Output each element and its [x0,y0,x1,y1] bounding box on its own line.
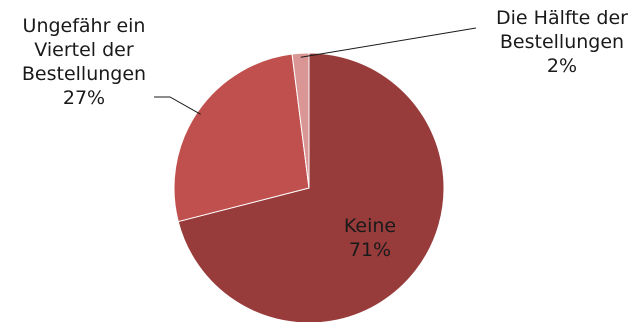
slice-name-line-2-0: Die Hälfte der [496,7,628,29]
slice-value-label-1: 27% [63,87,105,109]
leader-lines [154,27,477,115]
pie-slices [173,52,445,324]
slice-label-2: Die Hälfte der Bestellungen 2% [496,7,628,77]
slice-name-line-2-1: Bestellungen [500,31,624,53]
leader-line-2 [300,27,477,58]
slice-name-line-0-0: Keine [344,215,396,237]
pie-slice-2 [291,52,310,189]
slice-label-0: Keine 71% [344,215,396,261]
slice-value-label-0: 71% [349,239,391,261]
slice-value-label-2: 2% [547,55,577,77]
slice-name-line-1-2: Bestellungen [22,63,146,85]
pie-slice-0 [177,52,445,324]
leader-line-1 [154,96,201,115]
slice-label-1: Ungefähr ein Viertel der Bestellungen 27% [22,15,146,109]
slice-name-line-1-0: Ungefähr ein [23,15,146,37]
slice-name-line-1-1: Viertel der [34,39,134,61]
slice-labels: Keine 71%Ungefähr ein Viertel der Bestellun… [22,7,628,261]
